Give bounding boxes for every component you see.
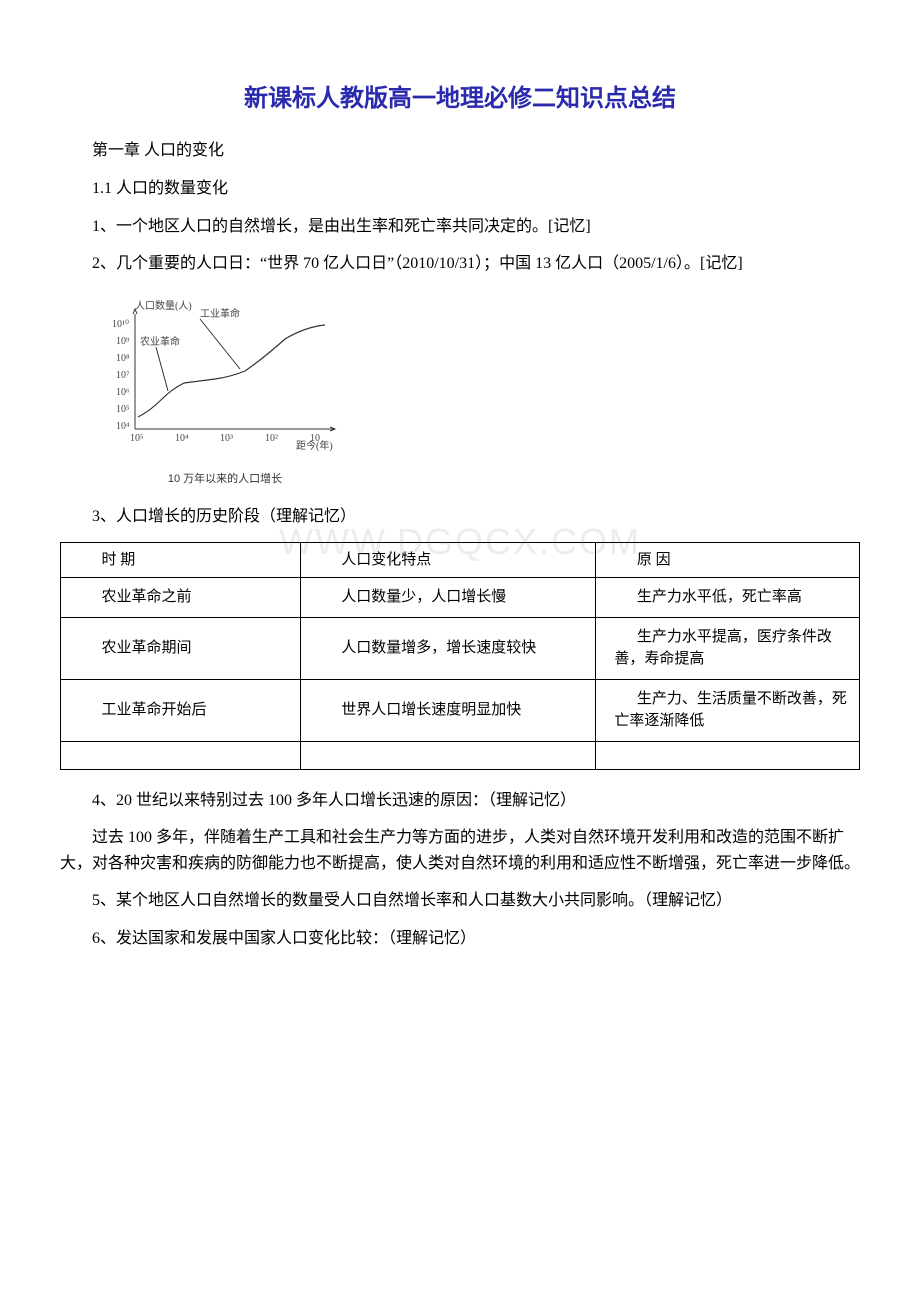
cell-reason-2: 生产力水平提高，医疗条件改善，寿命提高: [596, 617, 860, 679]
xtick-3: 10²: [265, 433, 278, 444]
chart-svg: 人口数量(人) 10¹⁰ 10⁹ 10⁸ 10⁷ 10⁶ 10⁵ 10⁴ 10⁵…: [100, 289, 350, 459]
chart-caption: 10 万年以来的人口增长: [100, 471, 350, 489]
para-point-1: 1、一个地区人口的自然增长，是由出生率和死亡率共同决定的。[记忆]: [60, 214, 860, 240]
cell-reason-3: 生产力、生活质量不断改善，死亡率逐渐降低: [596, 679, 860, 741]
para-point-3: 3、人口增长的历史阶段（理解记忆）: [60, 504, 860, 530]
cell-empty: [596, 741, 860, 769]
para-section: 1.1 人口的数量变化: [60, 176, 860, 202]
ytick-4: 10⁸: [116, 353, 130, 364]
para-point-2: 2、几个重要的人口日：“世界 70 亿人口日”（2010/10/31）；中国 1…: [60, 251, 860, 277]
history-table: 时 期 人口变化特点 原 因 农业革命之前 人口数量少，人口增长慢 生产力水平低…: [60, 542, 860, 770]
ytick-5: 10⁹: [116, 336, 130, 347]
anno-agri: 农业革命: [140, 335, 180, 348]
ytick-0: 10⁴: [116, 421, 130, 432]
x-axis-label: 距今(年): [296, 439, 333, 452]
ytick-1: 10⁵: [116, 404, 130, 415]
xtick-2: 10³: [220, 433, 233, 444]
cell-feature-2: 人口数量增多，增长速度较快: [300, 617, 596, 679]
table-row: 农业革命之前 人口数量少，人口增长慢 生产力水平低，死亡率高: [61, 578, 860, 618]
xtick-0: 10⁵: [130, 433, 144, 444]
anno-industrial: 工业革命: [200, 307, 240, 320]
para-explain-4: 过去 100 多年，伴随着生产工具和社会生产力等方面的进步，人类对自然环境开发利…: [60, 825, 860, 876]
para-point-5: 5、某个地区人口自然增长的数量受人口自然增长率和人口基数大小共同影响。（理解记忆…: [60, 888, 860, 914]
para-point-6: 6、发达国家和发展中国家人口变化比较：（理解记忆）: [60, 926, 860, 952]
population-chart: 人口数量(人) 10¹⁰ 10⁹ 10⁸ 10⁷ 10⁶ 10⁵ 10⁴ 10⁵…: [100, 289, 350, 489]
cell-empty: [61, 741, 301, 769]
cell-empty: [300, 741, 596, 769]
cell-feature-3: 世界人口增长速度明显加快: [300, 679, 596, 741]
cell-period-3: 工业革命开始后: [61, 679, 301, 741]
para-chapter: 第一章 人口的变化: [60, 138, 860, 164]
ytick-2: 10⁶: [116, 387, 130, 398]
cell-period-2: 农业革命期间: [61, 617, 301, 679]
table-header-row: 时 期 人口变化特点 原 因: [61, 542, 860, 578]
ytick-3: 10⁷: [116, 370, 130, 381]
table-row: 工业革命开始后 世界人口增长速度明显加快 生产力、生活质量不断改善，死亡率逐渐降…: [61, 679, 860, 741]
table-row-empty: [61, 741, 860, 769]
y-axis-label: 人口数量(人): [135, 299, 192, 312]
para-point-4: 4、20 世纪以来特别过去 100 多年人口增长迅速的原因：（理解记忆）: [60, 788, 860, 814]
th-reason: 原 因: [596, 542, 860, 578]
anno-line-2: [200, 319, 240, 369]
table-row: 农业革命期间 人口数量增多，增长速度较快 生产力水平提高，医疗条件改善，寿命提高: [61, 617, 860, 679]
th-feature: 人口变化特点: [300, 542, 596, 578]
ytick-6: 10¹⁰: [112, 319, 129, 330]
cell-feature-1: 人口数量少，人口增长慢: [300, 578, 596, 618]
page-title: 新课标人教版高一地理必修二知识点总结: [60, 80, 860, 118]
cell-period-1: 农业革命之前: [61, 578, 301, 618]
anno-line-1: [156, 347, 168, 391]
th-period: 时 期: [61, 542, 301, 578]
xtick-1: 10⁴: [175, 433, 189, 444]
cell-reason-1: 生产力水平低，死亡率高: [596, 578, 860, 618]
